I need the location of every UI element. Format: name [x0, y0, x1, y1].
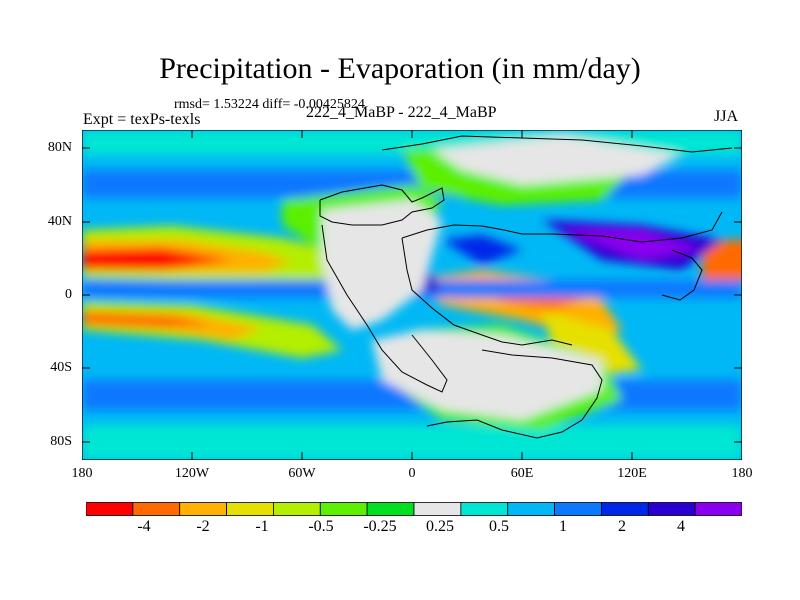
season-label: JJA — [714, 108, 739, 125]
colorbar-swatch — [86, 502, 134, 516]
colorbar-label: 4 — [677, 518, 685, 535]
lon-label: 0 — [408, 466, 416, 481]
lon-label: 180 — [71, 466, 93, 481]
colorbar-label: -2 — [196, 518, 210, 535]
map-plot — [82, 130, 742, 460]
lat-label: 80S — [50, 434, 72, 449]
precip-field — [82, 130, 742, 460]
colorbar-swatch — [413, 502, 462, 516]
lon-label: 120W — [174, 466, 210, 481]
colorbar-label: -0.5 — [308, 518, 334, 535]
colorbar-swatch — [647, 502, 696, 516]
lat-label: 0 — [65, 287, 72, 302]
colorbar — [86, 502, 742, 516]
colorbar-label: 0.25 — [426, 518, 454, 535]
colorbar-label: -1 — [255, 518, 269, 535]
stats-label: rmsd= 1.53224 diff= -0.00425824 — [174, 97, 365, 112]
colorbar-swatch — [132, 502, 181, 516]
page-title: Precipitation - Evaporation (in mm/day) — [159, 52, 641, 85]
colorbar-swatch — [226, 502, 274, 516]
colorbar-label: 0.5 — [489, 518, 509, 535]
colorbar-label: 2 — [618, 518, 626, 535]
colorbar-swatch — [179, 502, 227, 516]
lon-label: 60E — [510, 466, 534, 481]
colorbar-swatch — [319, 502, 368, 516]
colorbar-swatch — [554, 502, 602, 516]
colorbar-swatch — [694, 502, 742, 516]
lon-label: 120E — [617, 466, 647, 481]
axis-ticks — [82, 130, 742, 460]
lat-label: 40N — [47, 214, 72, 229]
lat-label: 40S — [50, 360, 72, 375]
runs-label: 222_4_MaBP - 222_4_MaBP — [306, 104, 497, 121]
colorbar-label: -4 — [137, 518, 151, 535]
colorbar-label: -0.25 — [363, 518, 397, 535]
experiment-label: Expt = texPs-texls — [83, 111, 201, 128]
colorbar-swatch — [507, 502, 555, 516]
lon-label: 180 — [731, 466, 753, 481]
lat-label: 80N — [47, 140, 72, 155]
lon-label: 60W — [288, 466, 316, 481]
colorbar-label: 1 — [559, 518, 567, 535]
colorbar-swatch — [601, 502, 649, 516]
colorbar-swatch — [366, 502, 415, 516]
colorbar-swatch — [460, 502, 509, 516]
coastline — [319, 135, 733, 439]
colorbar-swatch — [273, 502, 321, 516]
